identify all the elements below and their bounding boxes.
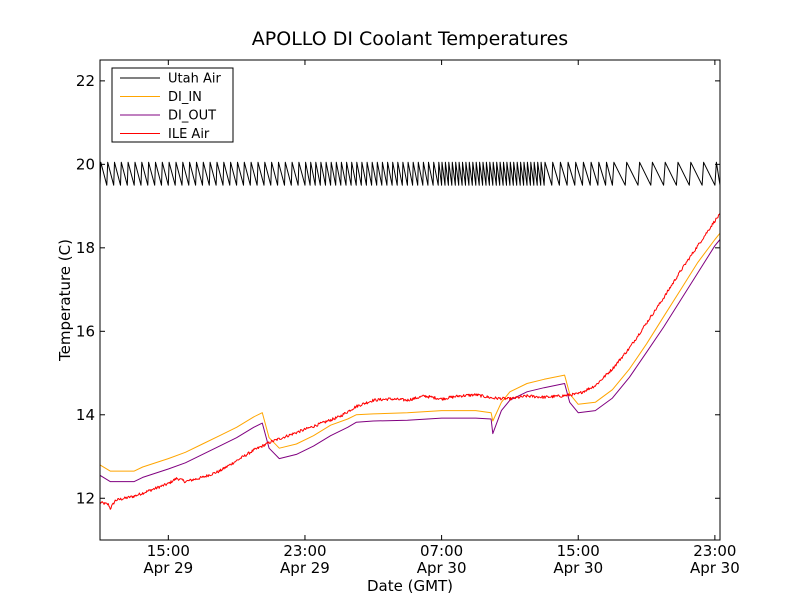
y-tick-label: 16 — [76, 322, 95, 340]
y-tick-label: 18 — [76, 239, 95, 257]
legend-label-di-out: DI_OUT — [168, 109, 216, 124]
x-tick-label-date: Apr 29 — [143, 559, 193, 577]
legend-frame — [111, 67, 234, 143]
x-tick-label-time: 15:00 — [147, 542, 190, 560]
y-axis-label: Temperature (C) — [56, 239, 74, 362]
x-tick-label-date: Apr 30 — [553, 559, 603, 577]
y-tick-label: 22 — [76, 72, 95, 90]
x-tick-label-time: 23:00 — [283, 542, 326, 560]
series-layer — [99, 161, 721, 510]
x-tick-label-time: 07:00 — [420, 542, 463, 560]
x-tick-label-time: 15:00 — [557, 542, 600, 560]
legend-label-ile-air: ILE Air — [168, 127, 210, 142]
y-tick-label: 14 — [76, 406, 95, 424]
x-tick-label-date: Apr 30 — [417, 559, 467, 577]
x-axis-label: Date (GMT) — [367, 577, 453, 595]
series-line-utah-air — [99, 161, 721, 186]
chart-title: APOLLO DI Coolant Temperatures — [252, 28, 568, 50]
x-tick-label-date: Apr 30 — [690, 559, 740, 577]
series-line-di-out — [99, 239, 721, 483]
legend-label-di-in: DI_IN — [168, 90, 202, 105]
x-tick-label-date: Apr 29 — [280, 559, 330, 577]
series-line-di-in — [99, 232, 721, 472]
series-line-ile-air — [99, 212, 721, 510]
plot-frame — [99, 59, 721, 541]
y-tick-label: 12 — [76, 489, 95, 507]
y-tick-label: 20 — [76, 155, 95, 173]
legend-label-utah-air: Utah Air — [168, 72, 221, 87]
x-tick-label-time: 23:00 — [693, 542, 736, 560]
legend: Utah Air DI_IN DI_OUT ILE Air — [111, 67, 234, 143]
